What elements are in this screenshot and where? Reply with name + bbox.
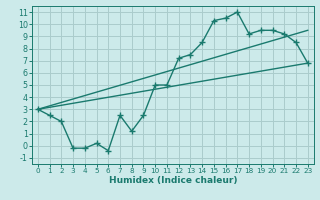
X-axis label: Humidex (Indice chaleur): Humidex (Indice chaleur) xyxy=(108,176,237,185)
